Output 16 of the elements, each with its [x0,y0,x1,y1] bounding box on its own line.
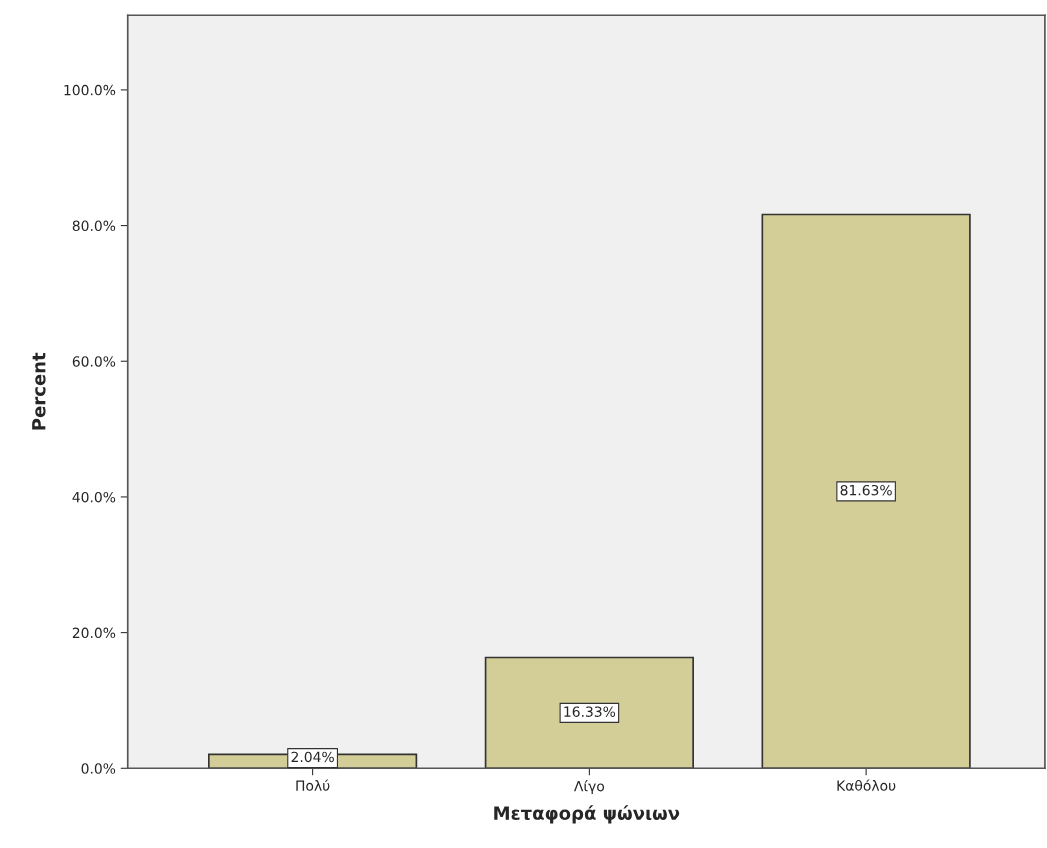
x-axis-title: Μεταφορά ψώνιων [494,805,680,824]
data-label: 81.63% [840,484,892,496]
x-tick-label: Καθόλου [837,779,896,791]
y-axis-title: Percent [32,352,46,430]
y-tick-label: 40.0% [72,491,116,503]
data-label: 16.33% [564,706,616,717]
y-tick-label: 20.0% [72,627,116,639]
bar [761,213,971,769]
x-tick-label: Πολύ [296,779,330,791]
bar [484,656,694,769]
y-tick-label: 0.0% [81,763,116,774]
data-label: 2.04% [291,751,334,763]
y-tick-label: 100.0% [64,84,116,96]
y-tick-label: 60.0% [72,356,116,367]
y-tick-label: 80.0% [72,220,116,232]
x-tick-label: Λίγο [574,780,605,795]
